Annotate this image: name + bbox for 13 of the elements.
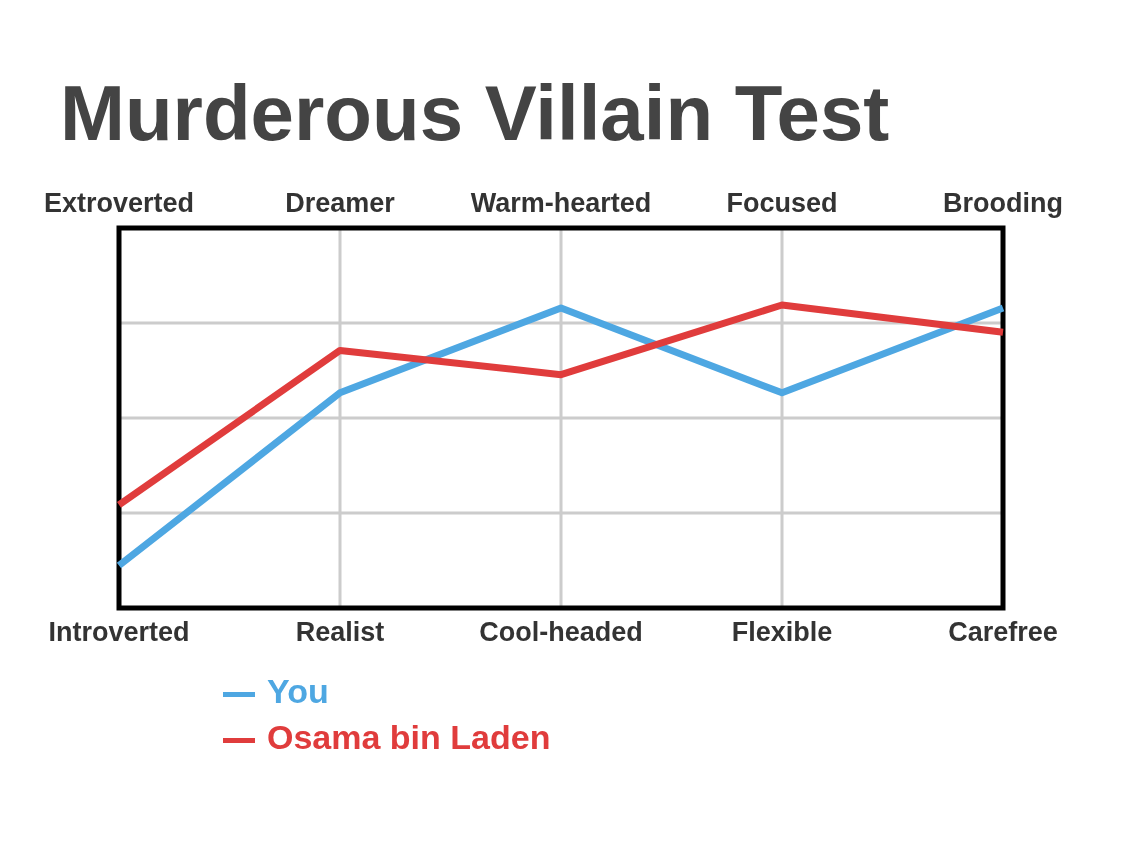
x-tick-label: Carefree [948, 617, 1058, 648]
x-tick-label: Cool-headed [479, 617, 643, 648]
legend-label: You [267, 672, 329, 710]
text: Warm-hearted [470, 188, 652, 218]
chart-title: Murderous Villain Test [59, 68, 891, 157]
text: Focused [726, 188, 838, 218]
x-tick-label: Introverted [48, 617, 190, 648]
text: Brooding [943, 188, 1063, 218]
x-tick-label: Flexible [731, 617, 833, 648]
legend-label: Osama bin Laden [267, 718, 551, 756]
text: Extroverted [43, 188, 195, 218]
x-tick-label: Realist [295, 617, 385, 648]
text: Dreamer [285, 188, 396, 218]
